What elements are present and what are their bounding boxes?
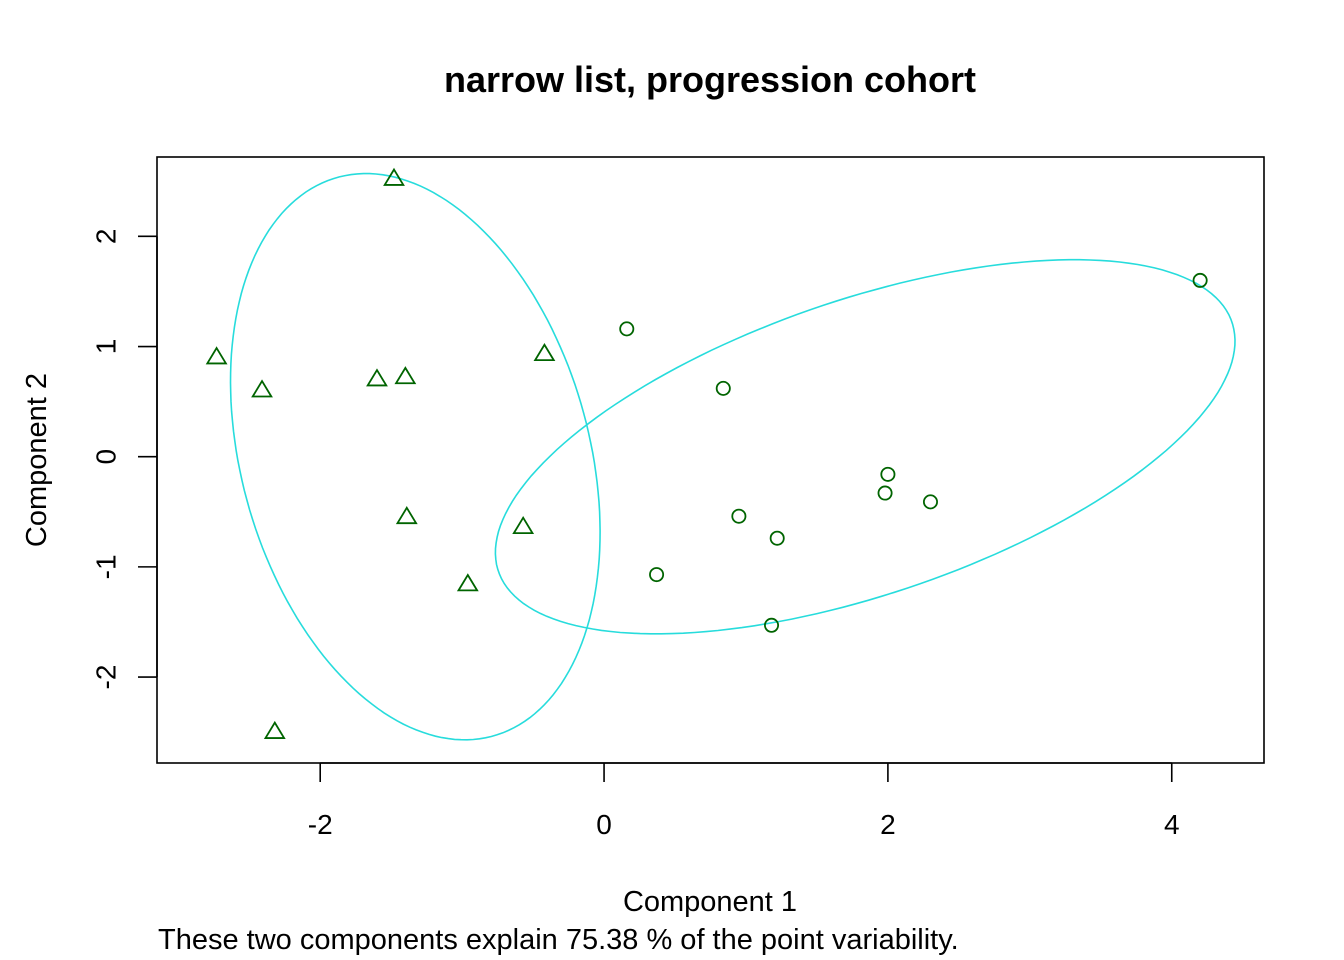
circle-point bbox=[877, 485, 893, 501]
cluster-ellipse-1 bbox=[229, 172, 601, 741]
triangle-point bbox=[366, 368, 388, 387]
ellipses-layer bbox=[229, 172, 1236, 741]
circle-point bbox=[1192, 272, 1208, 288]
y-tick-label: 2 bbox=[91, 229, 122, 245]
triangle-point bbox=[205, 346, 228, 365]
triangle-point bbox=[533, 342, 556, 362]
x-axis-label: Component 1 bbox=[623, 886, 797, 918]
points-layer bbox=[205, 167, 1208, 739]
y-tick-label: -1 bbox=[91, 554, 122, 579]
circle-point bbox=[649, 567, 665, 583]
circle-point bbox=[922, 494, 938, 510]
circle-point bbox=[619, 321, 635, 337]
circle-point bbox=[880, 466, 896, 482]
y-tick-label: 0 bbox=[91, 449, 122, 465]
circle-point bbox=[769, 530, 785, 546]
x-axis: -2 0 2 4 bbox=[308, 762, 1180, 840]
cluster-ellipse-2 bbox=[494, 258, 1236, 635]
chart-title: narrow list, progression cohort bbox=[444, 59, 976, 100]
circle-point bbox=[764, 617, 780, 633]
x-tick-label: -2 bbox=[308, 809, 333, 840]
y-axis: -2 -1 0 1 2 bbox=[91, 229, 158, 690]
triangle-point bbox=[456, 573, 479, 592]
y-tick-label: 1 bbox=[91, 339, 122, 355]
y-axis-label: Component 2 bbox=[21, 373, 53, 547]
circle-point bbox=[715, 380, 731, 396]
triangle-point bbox=[394, 366, 417, 385]
plot-frame bbox=[156, 156, 1265, 764]
circle-point bbox=[731, 508, 747, 524]
y-tick-label: -2 bbox=[91, 665, 122, 690]
triangle-point bbox=[263, 720, 286, 739]
x-tick-label: 4 bbox=[1164, 809, 1180, 840]
triangle-point bbox=[395, 506, 418, 525]
x-tick-label: 0 bbox=[596, 809, 612, 840]
variability-note: These two components explain 75.38 % of … bbox=[158, 924, 959, 956]
x-tick-label: 2 bbox=[880, 809, 896, 840]
triangle-point bbox=[383, 167, 405, 186]
triangle-point bbox=[251, 379, 273, 398]
triangle-point bbox=[512, 515, 535, 535]
